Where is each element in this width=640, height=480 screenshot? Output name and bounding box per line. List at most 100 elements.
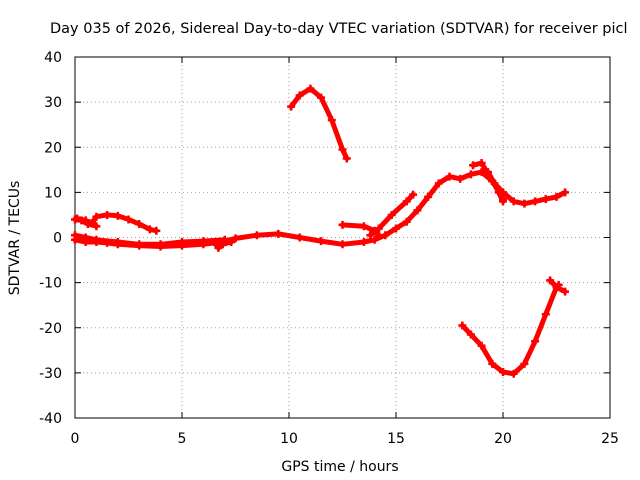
- y-tick-label: 20: [44, 140, 62, 156]
- y-tick-label: -20: [39, 321, 62, 337]
- data-point: [295, 91, 304, 100]
- data-point: [387, 210, 396, 219]
- data-point: [531, 337, 540, 346]
- data-point: [295, 233, 304, 242]
- data-point: [445, 172, 454, 181]
- data-point: [231, 234, 240, 243]
- data-point: [124, 215, 133, 224]
- data-point: [92, 235, 101, 244]
- data-point: [509, 369, 518, 378]
- y-tick-label: 30: [44, 95, 62, 111]
- data-point: [77, 216, 86, 225]
- x-tick-label: 10: [280, 431, 298, 447]
- series-early-arc-head: [71, 215, 101, 231]
- data-point: [317, 237, 326, 246]
- data-point: [306, 84, 315, 93]
- data-point: [499, 197, 507, 206]
- data-point: [83, 219, 92, 228]
- data-point: [156, 240, 165, 249]
- data-point: [490, 179, 499, 188]
- x-tick-label: 0: [71, 431, 80, 447]
- data-point: [409, 190, 418, 199]
- data-point: [152, 226, 161, 235]
- data-point: [227, 238, 236, 247]
- data-point: [252, 231, 261, 240]
- data-point: [477, 159, 486, 168]
- axis-ticks: 0 5 10 15 20 25 40 30 20 10 0 -10 -20 -30 -40: [39, 50, 619, 447]
- series-baseline-dip: [210, 238, 236, 252]
- data-point: [92, 222, 101, 231]
- data-point: [359, 238, 368, 247]
- data-point: [103, 210, 112, 219]
- data-point: [135, 240, 144, 249]
- series-line: [211, 239, 234, 251]
- data-point: [274, 229, 283, 238]
- data-point: [434, 179, 443, 188]
- data-point: [477, 341, 486, 350]
- data-point: [71, 231, 79, 240]
- data-point: [287, 102, 296, 111]
- data-point: [210, 238, 219, 247]
- chart-title: Day 035 of 2026, Sidereal Day-to-day VTE…: [50, 21, 628, 37]
- series-morning-peak: [287, 84, 351, 163]
- y-tick-label: -40: [39, 411, 62, 427]
- data-point: [520, 199, 529, 208]
- data-point: [541, 310, 550, 319]
- data-point: [488, 359, 497, 368]
- data-point: [458, 321, 467, 330]
- data-point: [469, 161, 478, 170]
- data-point: [466, 330, 475, 339]
- data-point: [552, 192, 561, 201]
- data-point: [554, 280, 563, 289]
- data-point: [338, 220, 347, 229]
- data-point: [466, 170, 475, 179]
- data-point: [374, 231, 383, 240]
- data-point: [359, 222, 368, 231]
- data-point: [402, 197, 411, 206]
- series-deep-dip: [458, 280, 563, 378]
- data-point: [342, 154, 351, 163]
- data-point: [520, 359, 529, 368]
- data-point: [338, 240, 347, 249]
- data-point: [338, 145, 347, 154]
- data-point: [199, 237, 208, 246]
- data-point: [370, 235, 379, 244]
- data-point: [494, 188, 503, 197]
- data-point: [145, 225, 154, 234]
- y-tick-label: 40: [44, 50, 62, 66]
- data-point: [218, 240, 227, 249]
- data-point: [374, 224, 383, 233]
- data-point: [509, 197, 518, 206]
- data-point: [424, 192, 433, 201]
- data-point: [484, 168, 493, 177]
- data-point: [178, 238, 186, 247]
- data-point: [546, 276, 555, 285]
- data-point: [113, 238, 122, 247]
- series-layer: [71, 84, 570, 378]
- data-point: [214, 243, 223, 252]
- data-point: [499, 367, 507, 376]
- data-point: [392, 224, 400, 233]
- x-tick-label: 20: [494, 431, 512, 447]
- data-point: [541, 195, 550, 204]
- x-tick-label: 25: [601, 431, 619, 447]
- x-tick-label: 5: [178, 431, 187, 447]
- y-tick-label: -10: [39, 276, 62, 292]
- data-point: [317, 93, 326, 102]
- data-point: [561, 287, 570, 296]
- x-axis-label: GPS time / hours: [281, 459, 398, 475]
- data-point: [402, 217, 411, 226]
- data-point: [413, 206, 422, 215]
- series-late-tail: [484, 168, 507, 206]
- data-point: [366, 231, 375, 240]
- series-line: [485, 169, 506, 204]
- data-point: [81, 233, 90, 242]
- data-point: [456, 174, 465, 183]
- data-point: [531, 197, 540, 206]
- data-point: [92, 212, 101, 221]
- y-tick-label: -30: [39, 366, 62, 382]
- series-rising-arc: [366, 190, 418, 240]
- data-point: [561, 188, 570, 197]
- data-point: [135, 219, 144, 228]
